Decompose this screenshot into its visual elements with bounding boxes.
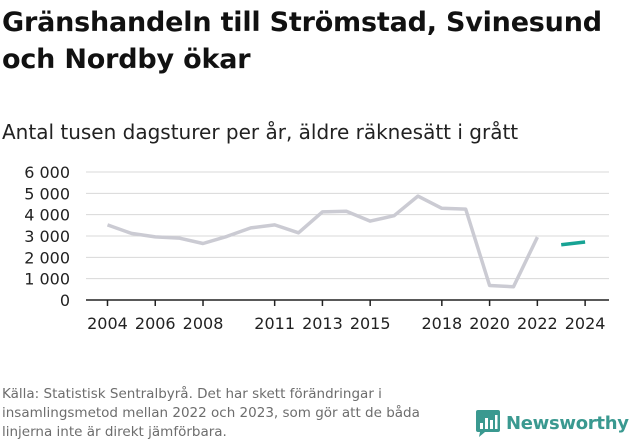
series-line-old-method xyxy=(108,196,538,287)
source-note: Källa: Statistisk Sentralbyrå. Det har s… xyxy=(2,385,442,442)
x-tick-label: 2013 xyxy=(302,314,343,333)
line-chart: 0 1 000 2 000 3 000 4 000 5 000 6 000 2004 2006… xyxy=(0,150,631,340)
x-tick-label: 2006 xyxy=(135,314,176,333)
series-lines xyxy=(107,196,585,287)
y-tick-label: 1 000 xyxy=(24,270,70,289)
gridlines xyxy=(86,172,609,279)
x-tick-label: 2020 xyxy=(469,314,510,333)
y-tick-label: 6 000 xyxy=(24,163,70,182)
y-tick-label: 5 000 xyxy=(24,184,70,203)
y-tick-label: 3 000 xyxy=(24,227,70,246)
chart-subtitle: Antal tusen dagsturer per år, äldre räkn… xyxy=(2,119,518,145)
x-tick-label: 2011 xyxy=(254,314,295,333)
y-tick-label: 4 000 xyxy=(24,206,70,225)
brand-name: Newsworthy xyxy=(506,413,629,434)
chat-bar-chart-icon xyxy=(476,409,500,437)
x-tick-label: 2004 xyxy=(87,314,128,333)
x-axis: 2004 2006 2008 2011 2013 2015 2018 2020 2022 2024 xyxy=(86,300,609,333)
x-tick-label: 2024 xyxy=(565,314,606,333)
y-tick-label: 2 000 xyxy=(24,248,70,267)
x-tick-label: 2022 xyxy=(517,314,558,333)
x-tick-label: 2015 xyxy=(350,314,391,333)
x-tick-label: 2008 xyxy=(183,314,224,333)
series-line-new-method xyxy=(561,242,585,245)
chart-title: Gränshandeln till Strömstad, Svinesund o… xyxy=(2,4,627,78)
y-tick-label: 0 xyxy=(60,291,70,310)
y-axis-labels: 0 1 000 2 000 3 000 4 000 5 000 6 000 xyxy=(24,163,70,310)
newsworthy-logo: Newsworthy xyxy=(476,408,629,438)
x-tick-label: 2018 xyxy=(421,314,462,333)
